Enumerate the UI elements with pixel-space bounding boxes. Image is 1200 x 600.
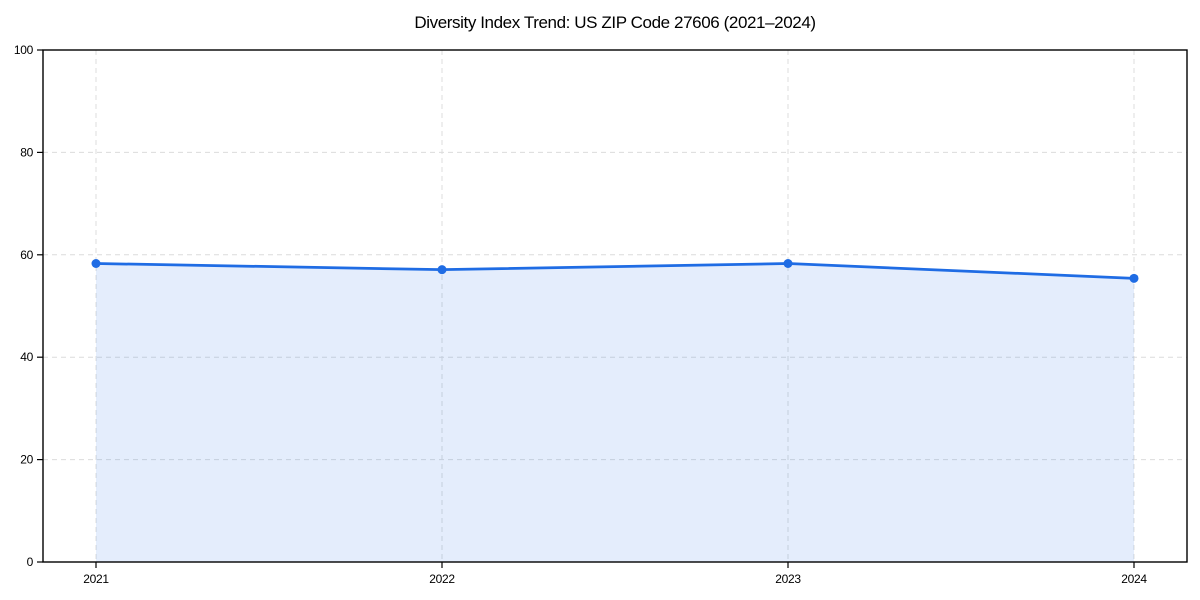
y-tick-label: 60	[20, 248, 33, 262]
y-tick-label: 0	[27, 555, 34, 569]
chart-title: Diversity Index Trend: US ZIP Code 27606…	[414, 13, 816, 32]
y-tick-label: 80	[20, 145, 33, 159]
x-tick-label: 2021	[83, 572, 109, 586]
data-point	[783, 259, 793, 269]
x-tick-label: 2023	[775, 572, 801, 586]
plot-frame	[42, 49, 1188, 563]
data-point	[1129, 273, 1139, 283]
x-tick-label: 2024	[1121, 572, 1147, 586]
trend-line	[94, 262, 1136, 280]
y-tick-label: 20	[20, 453, 33, 467]
y-tick-label: 100	[14, 43, 34, 57]
x-tick-label: 2022	[429, 572, 455, 586]
area-fill	[96, 263, 1134, 562]
y-tick-label: 40	[20, 350, 33, 364]
data-point	[437, 265, 447, 275]
data-point	[91, 259, 101, 269]
